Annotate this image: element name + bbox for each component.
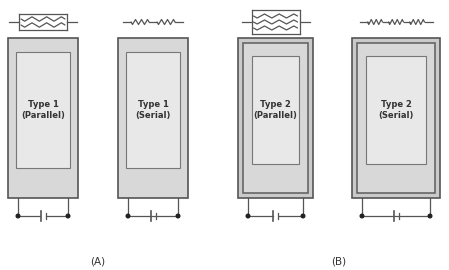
Text: Type 1
(Parallel): Type 1 (Parallel)	[21, 100, 65, 120]
Circle shape	[16, 214, 20, 218]
Bar	[243, 43, 308, 193]
Bar	[126, 52, 180, 168]
Bar	[352, 38, 440, 198]
Circle shape	[301, 214, 305, 218]
Bar	[8, 38, 78, 198]
Bar	[118, 38, 188, 198]
Bar	[252, 56, 299, 164]
Bar	[357, 43, 435, 193]
Bar	[16, 52, 70, 168]
Circle shape	[126, 214, 130, 218]
Text: Type 1
(Serial): Type 1 (Serial)	[135, 100, 171, 120]
Circle shape	[66, 214, 70, 218]
Circle shape	[360, 214, 364, 218]
Bar	[238, 38, 313, 198]
Circle shape	[176, 214, 180, 218]
Circle shape	[428, 214, 432, 218]
Circle shape	[246, 214, 250, 218]
Text: (B): (B)	[331, 257, 347, 267]
Text: (A): (A)	[90, 257, 106, 267]
Text: Type 2
(Serial): Type 2 (Serial)	[379, 100, 414, 120]
Bar	[366, 56, 426, 164]
Text: Type 2
(Parallel): Type 2 (Parallel)	[254, 100, 297, 120]
